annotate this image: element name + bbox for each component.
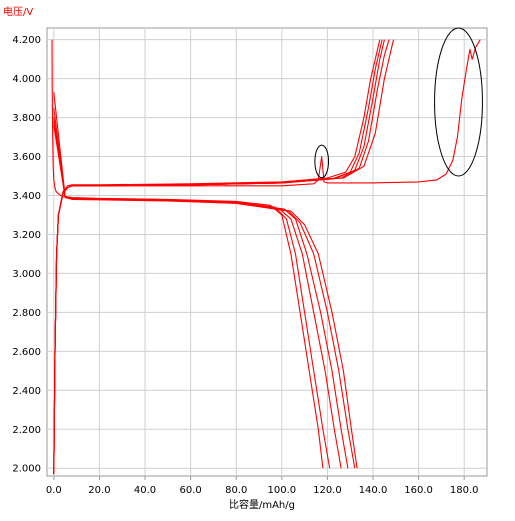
y-tick-label: 3.000 <box>12 269 41 280</box>
y-tick-label: 2.000 <box>12 464 41 475</box>
charge-curve <box>53 39 395 475</box>
x-tick-labels: 0.0 20.0 40.0 60.0 80.0 100.0 120.0 140.0 160.0 1… <box>46 485 479 496</box>
charge-curve <box>53 39 383 475</box>
charge-curve <box>53 39 481 475</box>
y-tick-label: 3.600 <box>12 152 41 163</box>
y-axis-title: 电压/V <box>3 5 33 18</box>
discharge-curve <box>53 92 331 469</box>
discharge-curve <box>53 125 358 469</box>
x-tick-label: 160.0 <box>404 485 433 496</box>
y-tick-label: 3.800 <box>12 113 41 124</box>
x-tick-label: 140.0 <box>359 485 388 496</box>
y-tick-label: 3.200 <box>12 230 41 241</box>
x-tick-label: 60.0 <box>179 485 201 496</box>
x-tick-label: 120.0 <box>313 485 342 496</box>
discharge-curve <box>53 117 349 469</box>
x-tick-label: 100.0 <box>267 485 296 496</box>
x-tick-label: 20.0 <box>88 485 110 496</box>
annotation-ellipse <box>434 27 483 177</box>
y-tick-label: 3.400 <box>12 191 41 202</box>
charge-curve <box>53 39 385 475</box>
discharge-curve <box>51 39 324 469</box>
y-tick-label: 2.600 <box>12 347 41 358</box>
discharge-curve <box>53 107 342 469</box>
annotations <box>314 27 483 179</box>
x-tick-label: 40.0 <box>134 485 156 496</box>
y-tick-label: 4.200 <box>12 35 41 46</box>
data-series <box>51 39 481 475</box>
annotation-ellipse <box>314 144 330 179</box>
plot-area-border <box>46 27 488 477</box>
x-tick-label: 0.0 <box>46 485 62 496</box>
x-tick-label: 180.0 <box>450 485 479 496</box>
x-axis-title: 比容量/mAh/g <box>229 498 295 511</box>
y-tick-labels: 2.000 2.200 2.400 2.600 2.800 3.000 3.200 3.400… <box>12 35 41 475</box>
x-tick-label: 80.0 <box>225 485 247 496</box>
y-tick-label: 4.000 <box>12 74 41 85</box>
gridlines <box>47 28 487 480</box>
y-tick-label: 2.200 <box>12 425 41 436</box>
y-tick-label: 2.800 <box>12 308 41 319</box>
charge-curve <box>53 39 390 475</box>
y-tick-label: 2.400 <box>12 386 41 397</box>
